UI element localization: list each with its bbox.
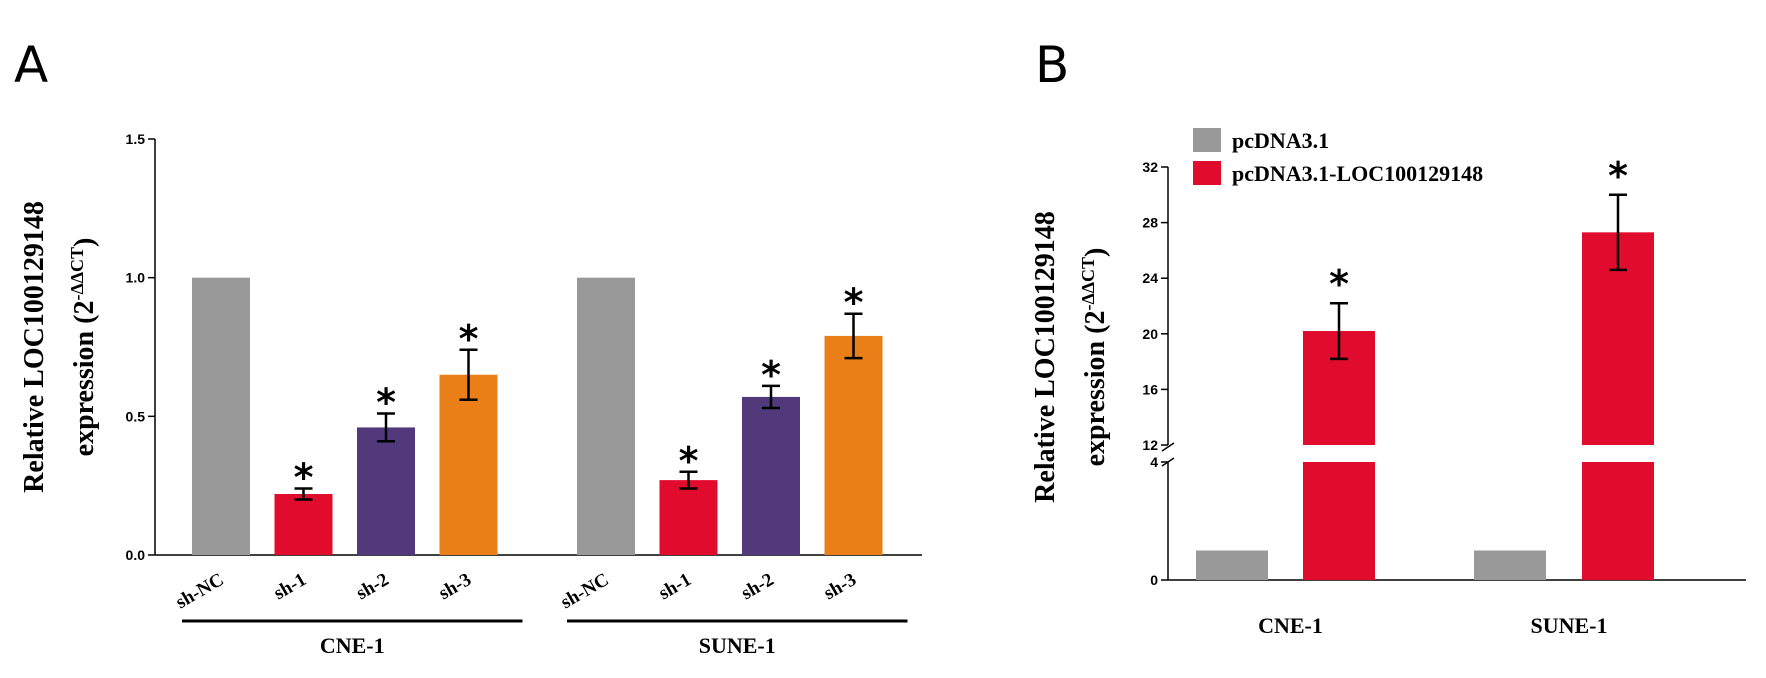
panel-b-bar-CNE-1-pcDNA3.1-LOC100129148-lower [1303, 462, 1375, 580]
panel-b-bar-CNE-1-pcDNA3.1 [1196, 550, 1268, 580]
panel-b-y-tick-label: 16 [1142, 381, 1158, 397]
panel-a-significance-star: * [376, 381, 396, 425]
panel-a-group-label: SUNE-1 [699, 633, 776, 658]
panel-b-y-axis-title-line1: Relative LOC100129148 [1030, 211, 1061, 503]
panel-b-legend-swatch [1193, 128, 1221, 152]
panel-b-y-tick-label: 0 [1150, 572, 1158, 588]
panel-b-y-axis-title-line2: expression (2-ΔΔCT) [1078, 248, 1111, 467]
panel-b-y-tick-label: 12 [1142, 437, 1158, 453]
panel-b-legend-label: pcDNA3.1 [1232, 128, 1329, 153]
panel-b-legend-swatch [1193, 161, 1221, 185]
panel-a-x-tick-label: sh-2 [738, 569, 778, 604]
panel-b-chart: Relative LOC100129148 expression (2-ΔΔCT)… [1030, 128, 1746, 638]
panel-a-bar-CNE-1-sh-1 [274, 493, 333, 555]
panel-a-y-tick-label: 0.5 [126, 408, 146, 424]
panel-a-significance-star: * [761, 353, 781, 397]
panel-a-y-tick-label: 0.0 [126, 547, 146, 563]
panel-a-significance-star: * [459, 317, 479, 361]
panel-b-significance-star: * [1608, 154, 1628, 198]
panel-a-bar-SUNE-1-sh-NC [577, 277, 635, 555]
panel-a-x-tick-label: sh-1 [655, 569, 695, 604]
panel-a-x-tick-label: sh-2 [353, 569, 393, 604]
panel-a-y-tick-label: 1.0 [126, 270, 146, 286]
panel-a-x-tick-label: sh-NC [557, 569, 612, 613]
panel-a-significance-star: * [294, 455, 314, 499]
panel-a-chart: Relative LOC100129148 expression (2-ΔΔCT)… [19, 131, 922, 658]
panel-a-bar-CNE-1-sh-NC [192, 277, 250, 555]
panel-a-x-tick-label: sh-1 [270, 569, 310, 604]
panel-b-x-tick-label: SUNE-1 [1530, 613, 1607, 638]
panel-a-bar-SUNE-1-sh-1 [659, 480, 718, 555]
panel-a-y-tick-label: 1.5 [126, 131, 146, 147]
panel-b-y-tick-label: 4 [1150, 454, 1158, 470]
panel-a-x-tick-label: sh-NC [172, 569, 227, 613]
panel-a-significance-star: * [844, 281, 864, 325]
panel-b-significance-star: * [1329, 262, 1349, 306]
panel-b-legend: pcDNA3.1 pcDNA3.1-LOC100129148 [1193, 128, 1483, 186]
panel-b-axis-break-mark [1161, 442, 1175, 452]
panel-b-bar-SUNE-1-pcDNA3.1-LOC100129148-lower [1582, 462, 1654, 580]
panel-a-x-tick-label: sh-3 [435, 569, 475, 604]
panel-b-y-tick-label: 20 [1142, 326, 1158, 342]
panel-a-y-axis-title-line1: Relative LOC100129148 [19, 201, 50, 493]
panel-a-significance-star: * [679, 439, 699, 483]
panel-letter-a: A [14, 36, 48, 94]
panel-b-bar-SUNE-1-pcDNA3.1 [1474, 550, 1546, 580]
panel-b-y-tick-label: 32 [1142, 159, 1158, 175]
panel-a-bar-CNE-1-sh-2 [357, 427, 415, 555]
panel-a-bar-CNE-1-sh-3 [439, 374, 498, 555]
panel-b-legend-label: pcDNA3.1-LOC100129148 [1232, 161, 1483, 186]
panel-b-y-tick-label: 24 [1142, 270, 1158, 286]
panel-b-y-tick-label: 28 [1142, 215, 1158, 231]
panel-a-y-axis-title-line2: expression (2-ΔΔCT) [67, 238, 100, 457]
panel-a-bar-SUNE-1-sh-2 [742, 396, 800, 555]
panel-letter-b: B [1035, 36, 1069, 94]
panel-a-bar-SUNE-1-sh-3 [824, 335, 883, 555]
panel-a-x-tick-label: sh-3 [820, 569, 860, 604]
panel-b-x-tick-label: CNE-1 [1258, 613, 1323, 638]
panel-a-group-label: CNE-1 [320, 633, 385, 658]
